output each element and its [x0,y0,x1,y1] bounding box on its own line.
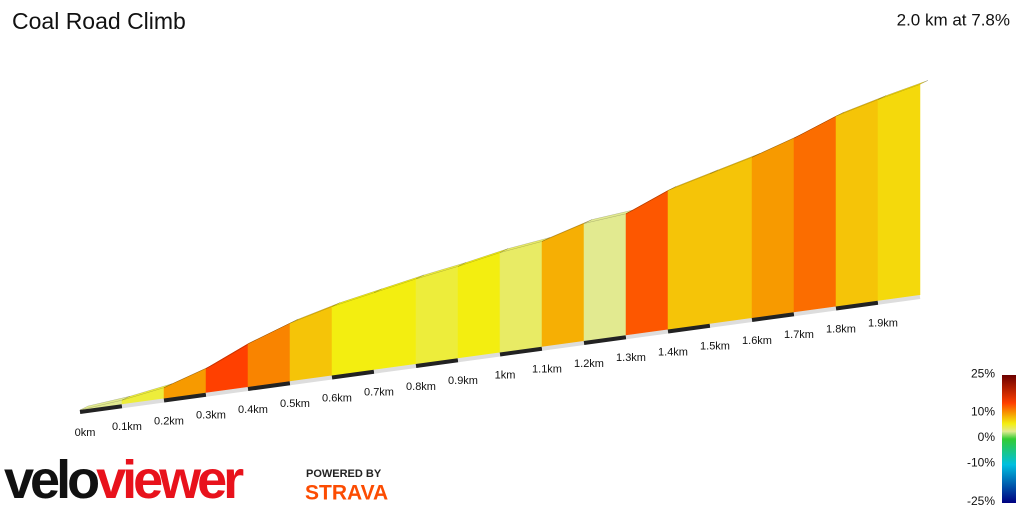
logo: veloviewer [4,450,244,510]
axis-segment [247,381,291,391]
axis-segment [583,335,627,345]
strava-logo: STRAVA [305,482,388,505]
gradient-segment [205,343,249,394]
profile [79,80,929,411]
axis-segment [121,398,165,409]
powered-by: POWERED BY [306,468,382,480]
x-tick-label: 0.3km [196,410,226,422]
axis-segment [877,295,921,305]
x-tick-label: 1.8km [826,323,856,335]
gradient-segment [289,306,333,382]
gradient-segment [751,137,795,319]
gradient-segment [793,115,837,313]
chart-title: Coal Road Climb [12,8,186,34]
axis-segment [331,369,375,380]
colorbar-label: 25% [971,366,995,380]
colorbar-label: -25% [967,494,995,508]
gradient-segment [415,266,459,365]
chart-subtitle: 2.0 km at 7.8% [897,10,1010,29]
gradient-segment [877,84,921,302]
x-tick-label: 0.1km [112,421,142,433]
gradient-segment [625,190,669,336]
gradient-segment [331,292,375,376]
x-tick-label: 1.4km [658,346,688,358]
x-tick-label: 1.1km [532,364,562,376]
gradient-segment [667,173,711,330]
gradient-segment [457,252,501,359]
x-tick-label: 0.4km [238,404,268,416]
segment-top [877,80,929,100]
x-tick-label: 0.7km [364,387,394,399]
colorbar [1002,375,1016,503]
x-tick-label: 0.2km [154,415,184,427]
axis-segment [709,318,753,328]
axis-segment [667,323,711,334]
gradient-segment [247,322,291,388]
x-tick-label: 0.5km [280,398,310,410]
axis-segment [751,312,795,322]
axis-segment [163,392,207,403]
axis-segment [625,329,669,340]
colorbar-label: -10% [967,456,995,470]
x-tick-label: 1.9km [868,318,898,330]
x-tick-label: 1.3km [616,352,646,364]
gradient-segment [373,278,417,371]
x-tick-label: 1.6km [742,335,772,347]
x-tick-label: 1km [495,369,516,381]
gradient-segment [709,156,753,325]
gradient-segment [583,213,627,342]
axis-segment [205,387,249,397]
axis-segment [499,346,543,357]
colorbar-label: 0% [978,430,996,444]
axis-segment [415,358,459,368]
colorbar-label: 10% [971,405,995,419]
x-tick-label: 1.5km [700,341,730,353]
logo-viewer: viewer [96,450,244,510]
logo-velo: velo [4,450,98,510]
x-tick-label: 1.7km [784,329,814,341]
axis-segment [373,364,417,374]
x-tick-label: 0km [75,427,96,439]
x-tick-label: 0.6km [322,392,352,404]
gradient-segment [835,99,879,307]
gradient-segment [499,241,543,353]
axis-segment [289,375,333,386]
axis-segment [793,306,837,317]
x-tick-label: 0.9km [448,375,478,387]
axis-segment [457,352,501,363]
x-tick-label: 0.8km [406,381,436,393]
x-tick-label: 1.2km [574,358,604,370]
axis-segment [541,341,585,351]
gradient-segment [541,223,585,348]
axis-segment [79,404,123,414]
axis-segment [835,300,879,311]
